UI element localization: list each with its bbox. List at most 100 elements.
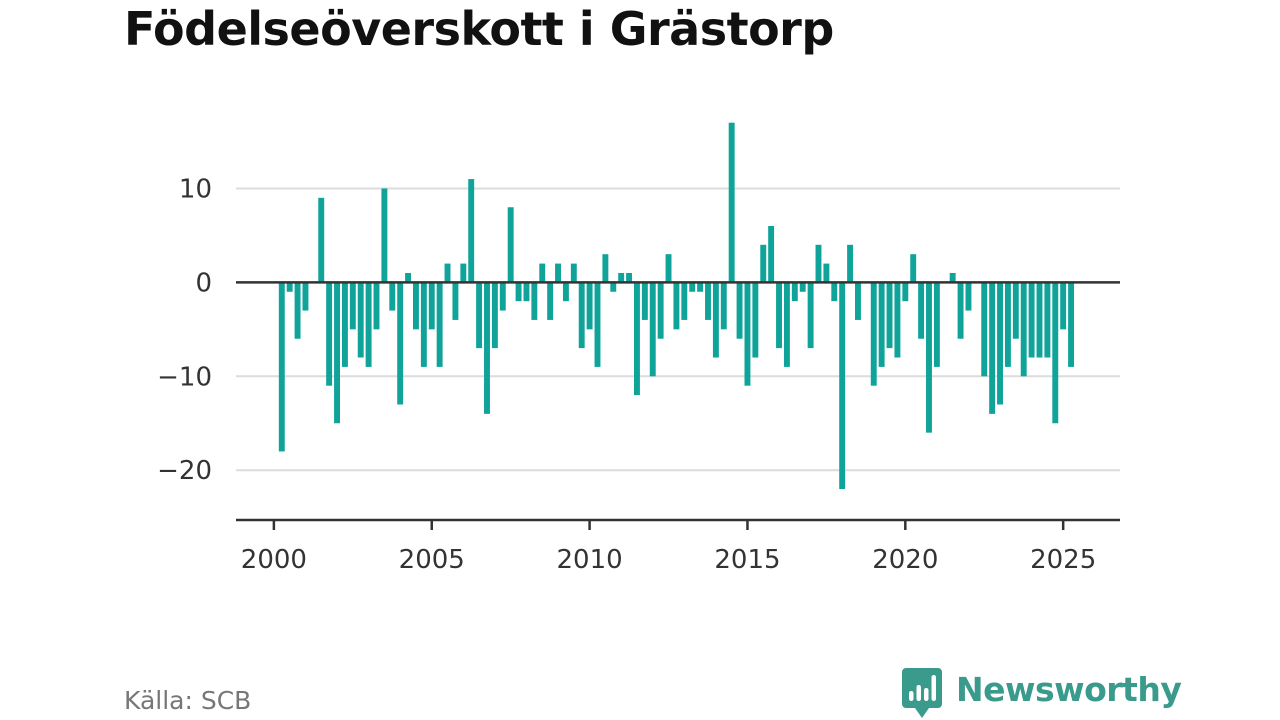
bar	[1060, 282, 1067, 330]
bar	[594, 282, 601, 367]
x-tick-label: 2000	[241, 545, 307, 575]
bar	[373, 282, 380, 330]
bar	[823, 263, 830, 283]
bar	[665, 254, 672, 283]
x-tick-label: 2025	[1030, 545, 1096, 575]
bar	[476, 282, 483, 349]
bar	[783, 282, 790, 367]
bar	[981, 282, 988, 377]
bar	[397, 282, 404, 405]
bar	[681, 282, 688, 320]
bar	[1012, 282, 1019, 339]
bar	[499, 282, 506, 311]
bar	[452, 282, 459, 320]
bar	[831, 282, 838, 302]
bar	[641, 282, 648, 320]
bar	[705, 282, 711, 320]
bar	[610, 282, 617, 292]
bar	[484, 282, 490, 414]
bar	[294, 282, 301, 339]
x-tick-label: 2010	[557, 545, 623, 575]
bar	[286, 282, 293, 292]
bar	[278, 282, 285, 452]
x-tick-label: 2015	[714, 545, 780, 575]
bar	[412, 282, 419, 330]
bars	[278, 122, 1075, 490]
bar	[839, 282, 846, 490]
bar	[697, 282, 704, 292]
bar	[341, 282, 348, 367]
bar	[633, 282, 640, 396]
bar	[468, 179, 475, 283]
x-tick-label: 2020	[872, 545, 938, 575]
bar	[365, 282, 372, 367]
bar	[578, 282, 585, 349]
x-tick-label: 2005	[399, 545, 465, 575]
bar	[318, 197, 325, 283]
bar	[854, 282, 861, 320]
bar	[436, 282, 443, 367]
bar	[1028, 282, 1035, 358]
bar	[776, 282, 782, 349]
bar	[389, 282, 396, 311]
bar	[570, 263, 577, 283]
bar	[507, 207, 514, 283]
bar	[736, 282, 743, 339]
bar	[649, 282, 656, 377]
bar	[539, 263, 546, 283]
bar	[728, 122, 735, 283]
bar	[444, 263, 451, 283]
bar	[926, 282, 932, 433]
bar	[886, 282, 893, 349]
brand-logo: Newsworthy	[902, 668, 1182, 720]
bar	[902, 282, 909, 302]
bar	[712, 282, 719, 358]
bar	[562, 282, 569, 302]
bar	[334, 282, 340, 424]
bar	[349, 282, 356, 330]
bar	[997, 282, 1003, 405]
bar	[547, 282, 554, 320]
axes	[236, 281, 1120, 530]
bar	[405, 272, 412, 283]
bar	[1036, 282, 1043, 358]
source-note: Källa: SCB	[124, 686, 252, 715]
bar	[657, 282, 664, 339]
bar	[949, 272, 956, 283]
bar	[933, 282, 940, 367]
bar	[957, 282, 964, 339]
bar	[870, 282, 877, 386]
bar	[531, 282, 538, 320]
bar	[602, 254, 609, 283]
bar	[326, 282, 333, 386]
bar	[791, 282, 798, 302]
bar	[381, 188, 388, 283]
bar	[847, 244, 854, 283]
bar	[460, 263, 467, 283]
bar	[523, 282, 530, 302]
bar	[1068, 282, 1075, 367]
bar	[1052, 282, 1059, 424]
bar	[586, 282, 593, 330]
bar	[720, 282, 727, 330]
bar	[515, 282, 522, 302]
chart-title: Födelseöverskott i Grästorp	[124, 2, 834, 56]
y-tick-label: −10	[157, 362, 212, 392]
bar	[768, 226, 775, 283]
bar	[799, 282, 806, 292]
bar	[878, 282, 885, 367]
bar	[673, 282, 680, 330]
bar	[420, 282, 427, 367]
bar	[428, 282, 435, 330]
bar	[989, 282, 996, 414]
bar	[894, 282, 901, 358]
bar	[1044, 282, 1051, 358]
bar	[910, 254, 917, 283]
bar	[918, 282, 925, 339]
bar	[689, 282, 696, 292]
newsworthy-logo-icon	[902, 668, 942, 718]
bar	[760, 244, 767, 283]
bar	[1004, 282, 1011, 367]
y-tick-label: 0	[195, 268, 212, 298]
